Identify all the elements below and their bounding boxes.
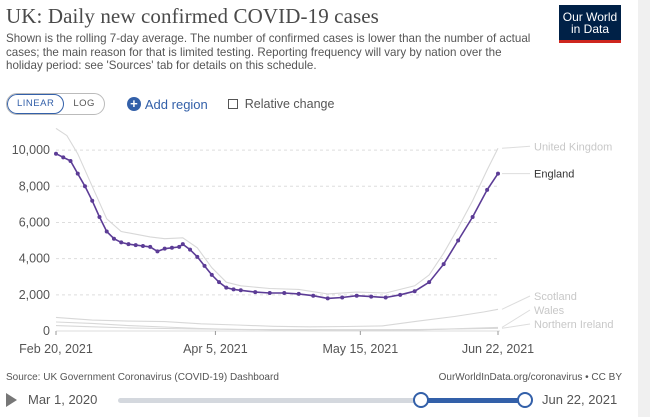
timeline-selected-range [421,398,525,403]
y-tick-label: 2,000 [19,288,50,302]
y-tick-label: 4,000 [19,252,50,266]
legend-leader-line [501,295,531,310]
plus-icon: + [126,97,141,111]
log-scale-button[interactable]: LOG [73,98,95,109]
england-data-point [82,184,87,189]
logo-line-1: Our World [562,10,618,24]
england-data-point [470,215,475,220]
england-data-point [282,291,287,296]
england-data-point [104,229,109,234]
england-data-point [217,280,222,285]
linear-scale-button[interactable]: LINEAR [7,94,65,114]
legend-label: United Kingdom [534,141,612,153]
play-icon[interactable] [6,393,17,407]
y-tick-label: 10,000 [12,143,50,157]
relative-change-checkbox[interactable]: Relative change [227,97,335,111]
england-data-point [202,263,207,268]
y-tick-label: 0 [43,324,50,338]
england-data-point [180,242,185,247]
legend-leader-line [501,323,531,329]
chart-title: UK: Daily new confirmed COVID-19 cases [6,4,379,28]
england-data-point [267,291,272,296]
legend-label: Scotland [534,291,577,303]
england-data-point [90,198,95,203]
legend-label: Northern Ireland [534,319,614,331]
legend-leader-line [501,145,531,149]
series-line-scotland [55,308,499,328]
legend-leader-line [501,309,531,328]
england-data-point [97,215,102,220]
england-data-point [340,295,345,300]
england-data-point [133,243,138,248]
england-data-point [68,158,73,163]
chart-controls: LINEAR LOG + Add region Relative change [6,93,334,115]
add-region-button[interactable]: + Add region [126,96,208,112]
england-data-point [253,290,258,295]
england-data-point [456,238,461,243]
x-tick-label: Jun 22, 2021 [462,342,534,356]
timeline-start-handle[interactable] [413,392,429,408]
england-data-point [155,249,160,254]
x-tick-label: Apr 5, 2021 [183,342,248,356]
timeline-start-label: Mar 1, 2020 [28,392,98,407]
england-data-point [296,291,301,296]
england-data-point [162,246,167,251]
england-data-point [369,294,374,299]
legend-label: Wales [534,305,565,317]
england-data-point [383,295,388,300]
series-line-england [55,152,499,300]
timeline-track[interactable] [118,398,526,403]
credit-link[interactable]: OurWorldInData.org/coronavirus • CC BY [438,372,622,383]
checkbox-icon [227,99,238,109]
england-data-point [126,242,131,247]
source-text[interactable]: Source: UK Government Coronavirus (COVID… [6,372,279,383]
x-tick-label: Feb 20, 2021 [19,342,93,356]
england-data-point [325,296,330,301]
y-tick-label: 6,000 [19,215,50,229]
add-region-label: Add region [144,96,208,112]
x-tick-label: May 15, 2021 [322,342,398,356]
england-data-point [61,155,66,160]
logo-line-2: in Data [570,22,610,36]
england-data-point [485,187,490,192]
england-data-point [195,254,200,259]
england-data-point [354,293,359,298]
owid-logo[interactable]: Our World in Data [559,5,621,43]
chart-subtitle: Shown is the rolling 7-day average. The … [6,32,531,72]
timeline-end-label: Jun 22, 2021 [542,392,618,407]
england-data-point [224,285,229,290]
england-data-point [119,240,124,245]
england-data-point [177,244,182,249]
timeline-end-handle[interactable] [517,392,533,408]
england-data-point [54,151,58,156]
series-line-united-kingdom [55,128,499,295]
england-data-point [209,272,214,277]
england-data-point [398,292,403,297]
england-data-point [496,171,500,176]
england-data-point [169,245,174,250]
england-data-point [140,243,145,248]
england-data-point [111,236,116,241]
scrollbar[interactable] [638,0,650,417]
timeline: Mar 1, 2020 Jun 22, 2021 [0,389,650,413]
scale-toggle: LINEAR LOG [6,93,105,115]
y-tick-label: 8,000 [19,179,50,193]
england-data-point [231,287,236,292]
england-data-point [238,288,243,293]
legend-label: England [534,169,574,181]
england-data-point [311,293,316,298]
england-data-point [427,280,432,285]
england-data-point [188,247,193,252]
line-chart: 0 2,000 4,000 6,000 8,000 10,000 Feb 20, 2021 A… [12,128,614,356]
england-data-point [412,289,417,294]
england-data-point [148,244,153,249]
england-data-point [75,171,80,176]
series-line-northern-ireland [55,325,499,331]
england-data-point [441,262,446,267]
relative-change-label: Relative change [244,97,335,111]
